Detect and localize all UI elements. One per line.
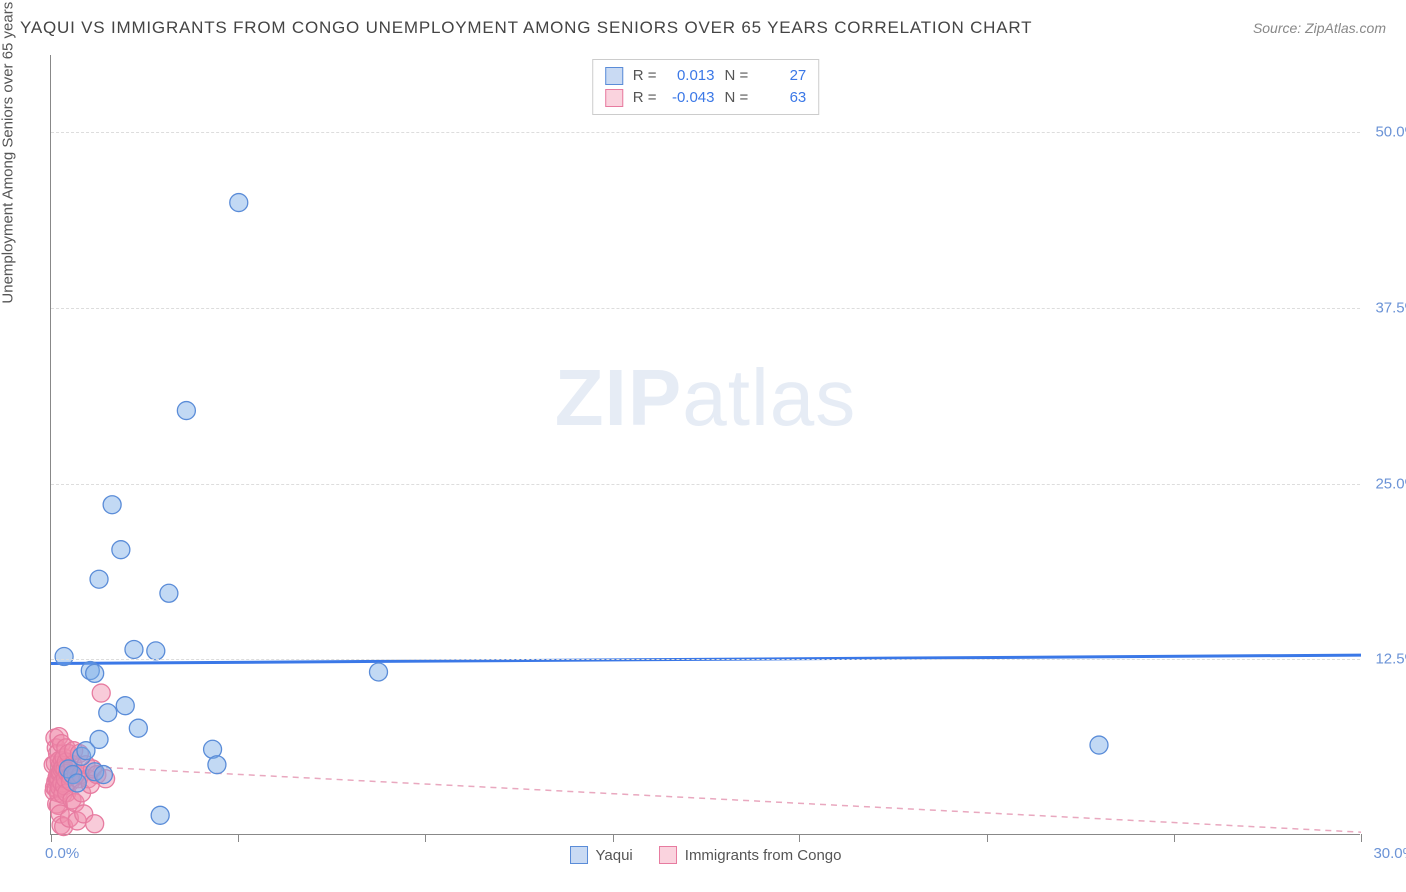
x-axis-min-label: 0.0% bbox=[45, 845, 79, 862]
scatter-plot: ZIPatlas R = 0.013 N = 27 R = -0.043 N =… bbox=[50, 55, 1360, 835]
data-point-yaqui bbox=[151, 806, 169, 824]
x-tick bbox=[238, 834, 239, 842]
data-point-yaqui bbox=[230, 194, 248, 212]
data-point-yaqui bbox=[94, 766, 112, 784]
data-point-yaqui bbox=[370, 663, 388, 681]
chart-title: YAQUI VS IMMIGRANTS FROM CONGO UNEMPLOYM… bbox=[20, 18, 1032, 38]
y-tick-label: 12.5% bbox=[1375, 651, 1406, 668]
x-axis-max-label: 30.0% bbox=[1373, 845, 1406, 862]
y-tick-label: 25.0% bbox=[1375, 475, 1406, 492]
x-tick bbox=[425, 834, 426, 842]
gridline-h bbox=[51, 659, 1360, 660]
trendline-congo bbox=[51, 765, 1361, 832]
legend-label-yaqui: Yaqui bbox=[596, 847, 633, 864]
data-point-yaqui bbox=[208, 756, 226, 774]
legend-item-yaqui: Yaqui bbox=[570, 846, 633, 864]
x-tick bbox=[1361, 834, 1362, 842]
data-point-yaqui bbox=[90, 730, 108, 748]
data-point-yaqui bbox=[86, 664, 104, 682]
data-point-yaqui bbox=[99, 704, 117, 722]
gridline-h bbox=[51, 308, 1360, 309]
x-tick bbox=[613, 834, 614, 842]
chart-svg-layer bbox=[51, 55, 1361, 835]
x-tick bbox=[1174, 834, 1175, 842]
data-point-yaqui bbox=[1090, 736, 1108, 754]
data-point-yaqui bbox=[90, 570, 108, 588]
x-tick bbox=[987, 834, 988, 842]
gridline-h bbox=[51, 484, 1360, 485]
data-point-yaqui bbox=[55, 648, 73, 666]
swatch-pink-icon bbox=[659, 846, 677, 864]
y-tick-label: 50.0% bbox=[1375, 124, 1406, 141]
x-tick bbox=[51, 834, 52, 842]
legend-item-congo: Immigrants from Congo bbox=[659, 846, 842, 864]
x-tick bbox=[799, 834, 800, 842]
data-point-congo bbox=[86, 815, 104, 833]
data-point-yaqui bbox=[112, 541, 130, 559]
data-point-yaqui bbox=[68, 774, 86, 792]
data-point-yaqui bbox=[147, 642, 165, 660]
legend-label-congo: Immigrants from Congo bbox=[685, 847, 842, 864]
gridline-h bbox=[51, 132, 1360, 133]
data-point-yaqui bbox=[177, 402, 195, 420]
data-point-yaqui bbox=[116, 697, 134, 715]
swatch-blue-icon bbox=[570, 846, 588, 864]
source-attribution: Source: ZipAtlas.com bbox=[1253, 20, 1386, 36]
data-point-congo bbox=[92, 684, 110, 702]
series-legend: Yaqui Immigrants from Congo bbox=[570, 846, 842, 864]
y-axis-label: Unemployment Among Seniors over 65 years bbox=[0, 2, 17, 304]
data-point-yaqui bbox=[129, 719, 147, 737]
data-point-yaqui bbox=[125, 640, 143, 658]
data-point-yaqui bbox=[160, 584, 178, 602]
data-point-yaqui bbox=[103, 496, 121, 514]
y-tick-label: 37.5% bbox=[1375, 299, 1406, 316]
